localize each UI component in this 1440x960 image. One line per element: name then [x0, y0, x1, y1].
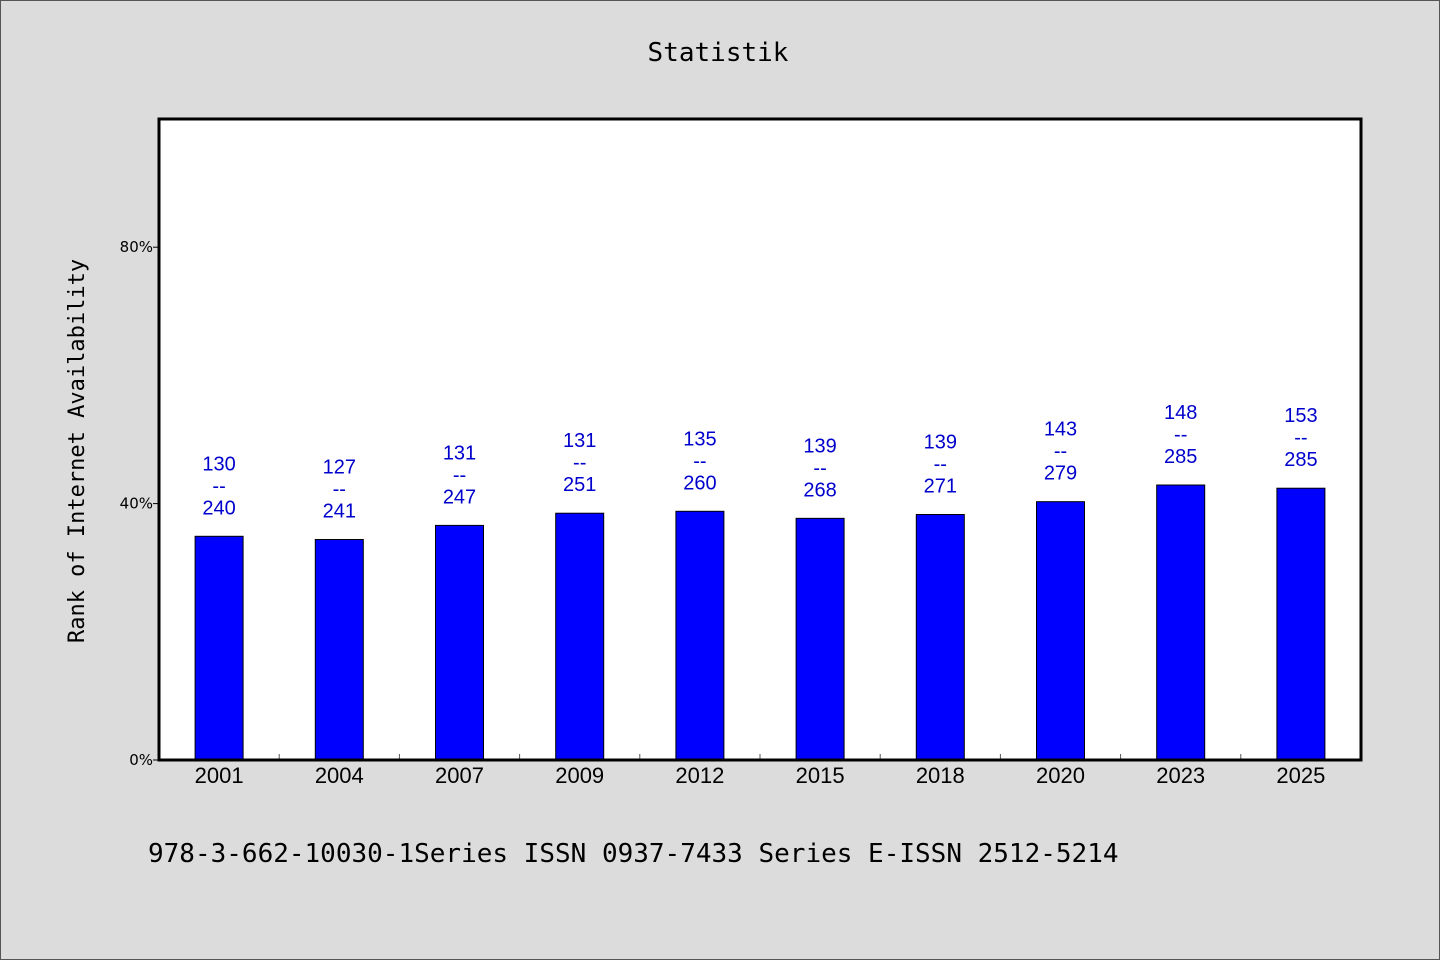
x-tick-label-2009: 2009 [555, 763, 604, 788]
x-ticks-group: 2001 2004 2007 2009 2012 2015 2018 2020 2023 2025 [195, 754, 1325, 788]
data-label-2023-1: -- [1174, 424, 1187, 446]
y-ticks-group: 0% 40% 80% [120, 238, 159, 769]
plot-border [157, 117, 1363, 762]
bar-2007 [435, 524, 484, 761]
data-label-2020-2: 279 [1044, 463, 1077, 485]
x-tick-label-2015: 2015 [796, 763, 845, 788]
x-tick-label-2023: 2023 [1156, 763, 1205, 788]
data-label-2015-0: 139 [803, 435, 836, 457]
bar-2009 [555, 512, 605, 761]
data-label-2009-2: 251 [563, 474, 596, 496]
x-tick-label-2001: 2001 [195, 763, 244, 788]
bar-2012 [675, 510, 725, 761]
x-tick-label-2007: 2007 [435, 763, 484, 788]
data-label-2009-1: -- [573, 452, 586, 474]
bar-2025 [1276, 487, 1326, 761]
data-label-2001-2: 240 [202, 497, 235, 519]
data-label-2015-2: 268 [803, 479, 836, 501]
data-label-2018-1: -- [934, 453, 947, 475]
bar-2015 [795, 517, 845, 761]
bar-2023 [1156, 484, 1206, 761]
bar-2018 [915, 513, 965, 761]
footer-text: 978-3-662-10030-1Series ISSN 0937-7433 S… [148, 839, 1119, 869]
data-label-2023-0: 148 [1164, 402, 1197, 424]
data-label-2015-1: -- [813, 457, 826, 479]
y-tick-label-40: 40% [120, 495, 153, 513]
data-label-2007-0: 131 [443, 442, 476, 464]
data-label-2001-1: -- [212, 475, 225, 497]
x-tick-label-2025: 2025 [1276, 763, 1325, 788]
data-label-2025-0: 153 [1284, 405, 1317, 427]
data-labels-group: 130--240127--241131--247131--251135--260… [202, 402, 1317, 522]
data-label-2025-1: -- [1294, 427, 1307, 449]
data-label-2025-2: 285 [1284, 449, 1317, 471]
data-label-2018-2: 271 [924, 475, 957, 497]
x-tick-label-2004: 2004 [315, 763, 364, 788]
data-label-2004-1: -- [333, 478, 346, 500]
bars-group [194, 484, 1326, 761]
x-tick-label-2018: 2018 [916, 763, 965, 788]
data-label-2023-2: 285 [1164, 446, 1197, 468]
data-label-2007-1: -- [453, 464, 466, 486]
bar-2004 [314, 538, 364, 761]
bar-2001 [194, 535, 244, 761]
x-tick-label-2020: 2020 [1036, 763, 1085, 788]
data-label-2020-0: 143 [1044, 419, 1077, 441]
data-label-2018-0: 139 [924, 431, 957, 453]
bar-2020 [1036, 501, 1085, 761]
data-label-2012-0: 135 [683, 428, 716, 450]
data-label-2012-2: 260 [683, 472, 716, 494]
data-label-2004-0: 127 [323, 456, 356, 478]
data-label-2012-1: -- [693, 450, 706, 472]
data-label-2020-1: -- [1054, 441, 1067, 463]
data-label-2009-0: 131 [563, 430, 596, 452]
y-axis-label: Rank of Internet Availability [65, 259, 90, 643]
data-label-2004-2: 241 [323, 500, 356, 522]
chart-title: Statistik [648, 38, 789, 68]
y-tick-label-0: 0% [129, 751, 153, 769]
y-tick-label-80: 80% [120, 238, 153, 256]
data-label-2007-2: 247 [443, 486, 476, 508]
data-label-2001-0: 130 [202, 453, 235, 475]
x-tick-label-2012: 2012 [675, 763, 724, 788]
